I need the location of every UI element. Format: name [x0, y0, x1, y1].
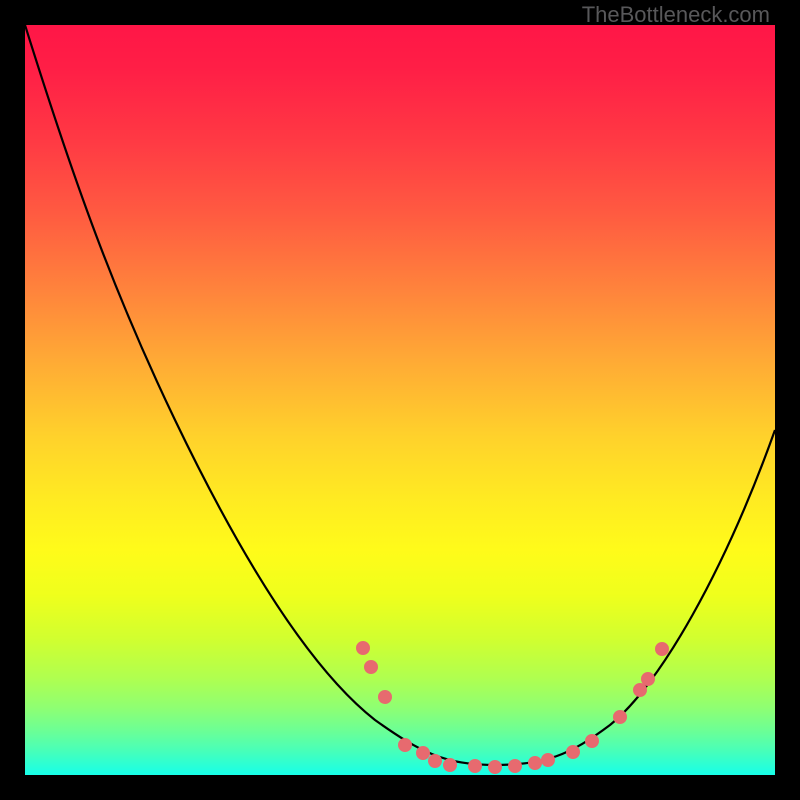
marker-point	[357, 642, 370, 655]
marker-point	[634, 684, 647, 697]
marker-point	[656, 643, 669, 656]
marker-point	[365, 661, 378, 674]
curve-layer	[25, 25, 775, 775]
marker-point	[567, 746, 580, 759]
marker-point	[642, 673, 655, 686]
plot-area	[25, 25, 775, 775]
chart-frame: TheBottleneck.com	[0, 0, 800, 800]
marker-point	[429, 755, 442, 768]
marker-group	[357, 642, 669, 774]
marker-point	[542, 754, 555, 767]
marker-point	[586, 735, 599, 748]
marker-point	[529, 757, 542, 770]
marker-point	[417, 747, 430, 760]
marker-point	[379, 691, 392, 704]
marker-point	[444, 759, 457, 772]
marker-point	[399, 739, 412, 752]
marker-point	[509, 760, 522, 773]
marker-point	[489, 761, 502, 774]
marker-point	[469, 760, 482, 773]
marker-point	[614, 711, 627, 724]
